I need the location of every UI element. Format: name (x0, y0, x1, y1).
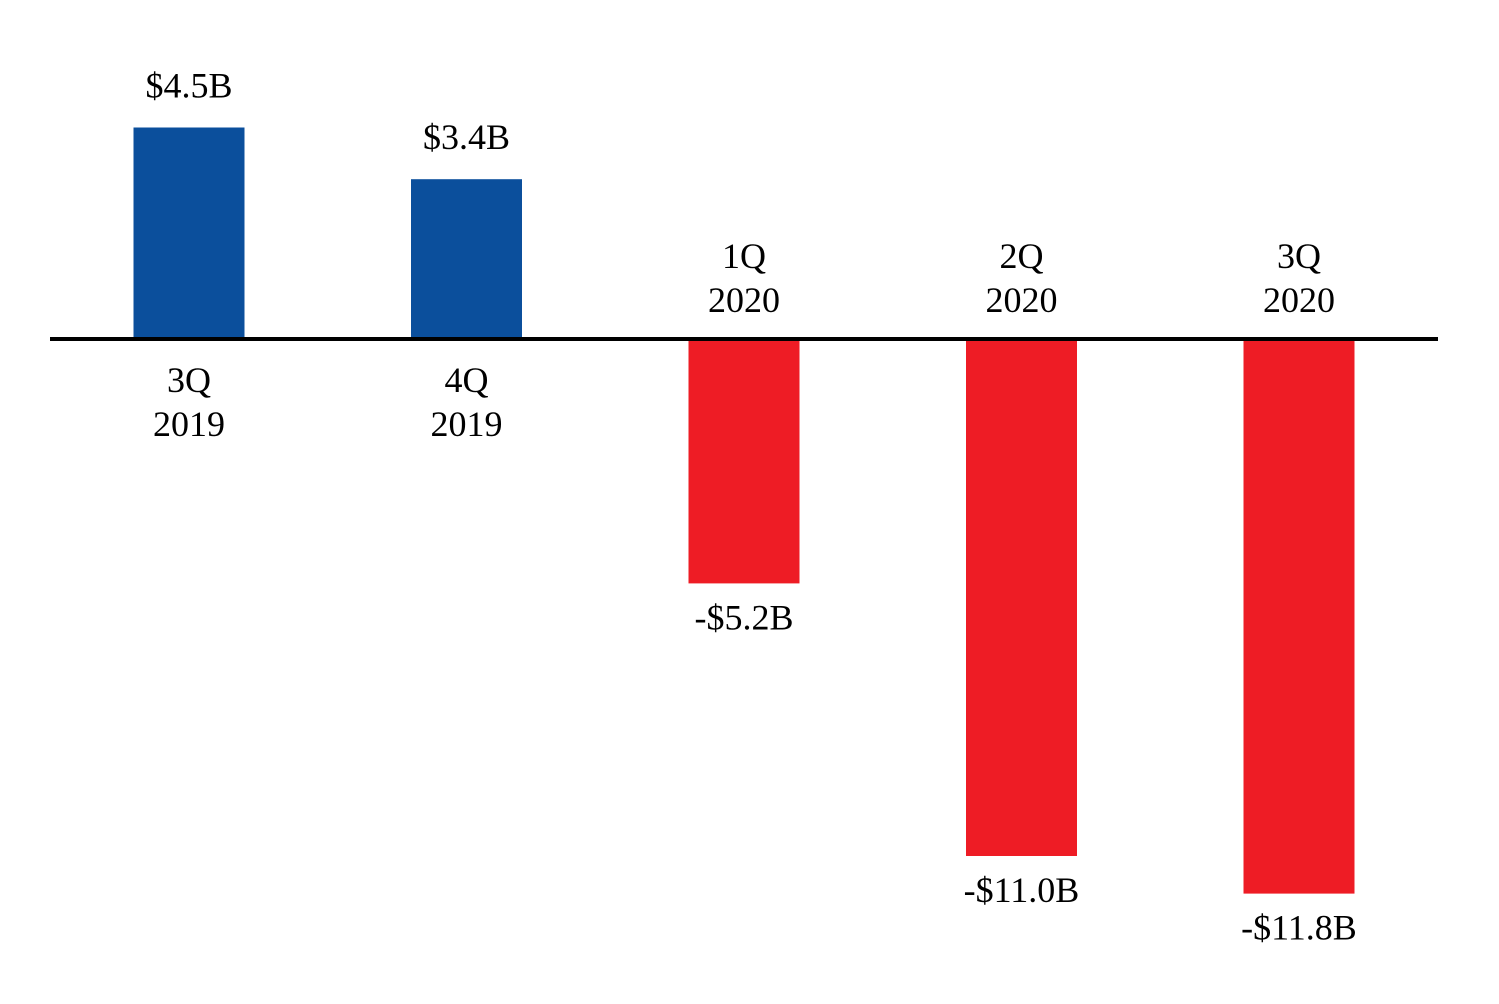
category-label-year: 2020 (986, 280, 1058, 320)
value-label: $3.4B (423, 117, 510, 157)
bar-4q-2019 (411, 179, 522, 339)
category-label-quarter: 2Q (1000, 236, 1044, 276)
category-label-quarter: 3Q (1277, 236, 1321, 276)
category-label-year: 2020 (1263, 280, 1335, 320)
category-label-year: 2020 (708, 280, 780, 320)
bar-1q-2020 (688, 339, 800, 584)
bars-layer (133, 127, 1355, 894)
category-label-quarter: 3Q (167, 360, 211, 400)
category-label-year: 2019 (431, 404, 503, 444)
value-label: -$5.2B (695, 597, 794, 637)
bar-2q-2020 (966, 339, 1077, 856)
bar-3q-2020 (1243, 339, 1355, 894)
category-label-quarter: 4Q (445, 360, 489, 400)
category-label-quarter: 1Q (722, 236, 766, 276)
bar-3q-2019 (133, 127, 245, 339)
category-label-year: 2019 (153, 404, 225, 444)
value-label: -$11.0B (964, 870, 1080, 910)
labels-layer: $4.5B3Q2019$3.4B4Q2019-$5.2B1Q2020-$11.0… (145, 66, 1356, 948)
value-label: $4.5B (145, 66, 232, 106)
value-label: -$11.8B (1241, 908, 1357, 948)
